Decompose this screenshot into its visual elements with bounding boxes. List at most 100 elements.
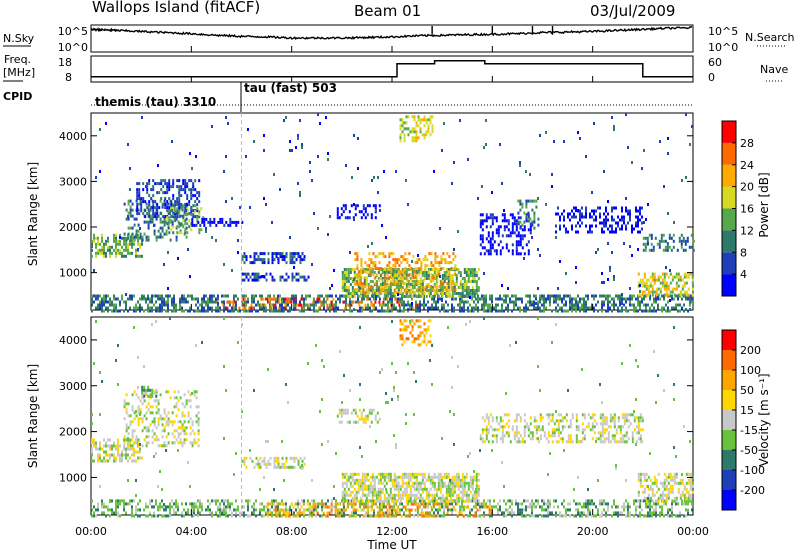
power-panel-cell [483,297,485,301]
velocity-panel-cell [135,511,137,515]
power-panel-cell [352,216,355,220]
velocity-panel-cell [297,462,300,466]
velocity-panel-cell [235,508,237,512]
velocity-panel-cell [529,505,531,509]
power-panel-cell [623,215,625,219]
power-panel-cell [557,206,559,210]
velocity-panel-cell [125,450,127,454]
power-panel-cell [344,204,347,208]
velocity-panel-cell [427,505,429,509]
velocity-panel-cell [281,465,284,469]
velocity-panel-cell [213,499,215,503]
velocity-panel-cell [299,456,302,460]
power-panel-cell [249,261,252,265]
power-panel-cell [263,261,266,265]
velocity-panel-cell [143,426,146,430]
power-panel-cell [611,230,613,234]
power-panel-cell [329,309,331,313]
power-panel-cell [689,297,691,301]
velocity-panel-cell [99,444,101,448]
velocity-panel-cell [353,514,355,518]
power-panel-cell [172,197,175,201]
power-panel-cell [467,268,470,271]
power-panel-cell [387,292,390,295]
power-panel-cell [173,217,176,221]
power-panel-cell [371,309,373,313]
power-panel-cell [138,194,141,198]
power-panel-cell [649,297,651,301]
power-panel-cell [434,252,437,256]
power-panel-cell [170,203,173,207]
power-panel-cell [509,297,511,301]
velocity-panel-cell [121,499,123,503]
power-panel-cell [131,242,133,246]
power-panel-cell [348,216,351,220]
velocity-panel-cell [555,514,557,518]
velocity-panel-cell [239,511,241,515]
power-panel-cell [178,191,181,195]
power-panel-cell [140,197,143,201]
power-panel-cell [625,227,627,231]
velocity-panel-cell [123,405,126,409]
power-panel-cell [670,248,673,252]
power-panel-cell [593,306,595,310]
velocity-panel-cell [155,411,158,415]
power-panel-cell [457,303,459,307]
power-panel-cell [129,251,131,255]
velocity-panel-cell [251,511,253,515]
power-panel-cell [457,268,460,271]
velocity-panel-cell [217,505,219,509]
power-panel-cell [291,294,293,298]
velocity-panel-cell [177,399,180,403]
power-panel-cell [607,227,609,231]
velocity-panel-cell [569,508,571,512]
power-panel-cell [407,303,409,307]
power-panel-cell [635,215,637,219]
power-panel-cell [279,294,281,298]
power-panel-cell [182,219,185,223]
velocity-panel-cell [173,502,175,506]
power-panel-cell [585,224,587,228]
velocity-panel-cell [91,450,93,454]
power-panel-cell [375,294,377,298]
power-panel-cell [357,297,359,301]
velocity-panel-cell [408,511,411,515]
power-panel-cell [613,230,615,234]
power-panel-cell [425,295,428,298]
power-panel-cell [153,303,155,307]
velocity-panel-cell [647,511,649,515]
velocity-panel-cell [645,514,647,518]
velocity-panel-cell [169,396,172,400]
power-panel-cell [465,286,468,289]
power-panel-cell [279,303,281,307]
power-panel-cell [211,220,214,224]
power-panel-cell [163,217,166,221]
power-panel-cell [311,179,313,182]
velocity-panel-cell [277,459,280,463]
velocity-panel-cell [185,511,187,515]
power-panel-cell [360,258,363,262]
velocity-panel-cell [354,508,357,512]
power-panel-cell [443,277,446,280]
power-panel-cell [439,275,441,278]
power-panel-cell [353,292,356,295]
power-panel-cell [315,303,317,307]
velocity-panel-cell [191,502,193,506]
power-panel-cell [432,279,435,283]
velocity-panel-cell [129,414,132,418]
power-panel-cell [138,191,141,195]
velocity-panel-cell [649,514,651,518]
velocity-panel-cell [599,499,601,503]
power-panel-cell [409,277,412,280]
power-panel-cell [689,294,691,298]
velocity-panel-cell [299,514,301,518]
power-panel-cell [268,297,271,301]
velocity-panel-cell [274,505,277,509]
power-panel-cell [411,306,413,310]
power-panel-cell [507,219,510,223]
velocity-panel-cell [649,508,651,512]
power-panel-cell [513,303,515,307]
power-panel-cell [91,254,93,258]
power-panel-cell [231,197,233,200]
power-panel-cell [317,227,319,230]
